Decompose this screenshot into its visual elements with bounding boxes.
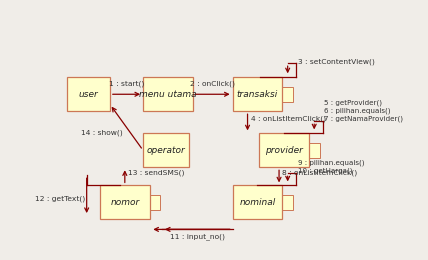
FancyBboxPatch shape <box>233 185 282 219</box>
FancyBboxPatch shape <box>143 133 190 167</box>
Text: user: user <box>78 90 98 99</box>
Text: 4 : onListItemClick(): 4 : onListItemClick() <box>251 116 326 122</box>
Text: 11 : input_no(): 11 : input_no() <box>170 233 225 240</box>
FancyBboxPatch shape <box>282 195 293 210</box>
Text: 14 : show(): 14 : show() <box>81 129 123 136</box>
FancyBboxPatch shape <box>150 195 160 210</box>
FancyBboxPatch shape <box>143 77 193 111</box>
FancyBboxPatch shape <box>309 143 320 158</box>
Text: transaksi: transaksi <box>237 90 278 99</box>
FancyBboxPatch shape <box>282 87 293 102</box>
FancyBboxPatch shape <box>100 185 150 219</box>
Text: 2 : onClick(): 2 : onClick() <box>190 81 235 87</box>
FancyBboxPatch shape <box>67 77 110 111</box>
Text: operator: operator <box>147 146 186 155</box>
Text: 5 : getProvider()
6 : pilihan.equals()
7 : getNamaProvider(): 5 : getProvider() 6 : pilihan.equals() 7… <box>324 100 404 122</box>
Text: 13 : sendSMS(): 13 : sendSMS() <box>128 170 184 176</box>
Text: 9 : pilihan.equals()
10 : getHarga(): 9 : pilihan.equals() 10 : getHarga() <box>298 160 365 174</box>
Text: menu utama: menu utama <box>139 90 197 99</box>
Text: provider: provider <box>265 146 303 155</box>
Text: nominal: nominal <box>239 198 276 207</box>
Text: nomor: nomor <box>110 198 140 207</box>
Text: 3 : setContentView(): 3 : setContentView() <box>298 59 375 65</box>
Text: 12 : getText(): 12 : getText() <box>35 196 85 202</box>
FancyBboxPatch shape <box>233 77 282 111</box>
Text: 8 : onListItemClick(): 8 : onListItemClick() <box>282 170 358 176</box>
Text: 1 : start(): 1 : start() <box>109 81 144 87</box>
FancyBboxPatch shape <box>259 133 309 167</box>
